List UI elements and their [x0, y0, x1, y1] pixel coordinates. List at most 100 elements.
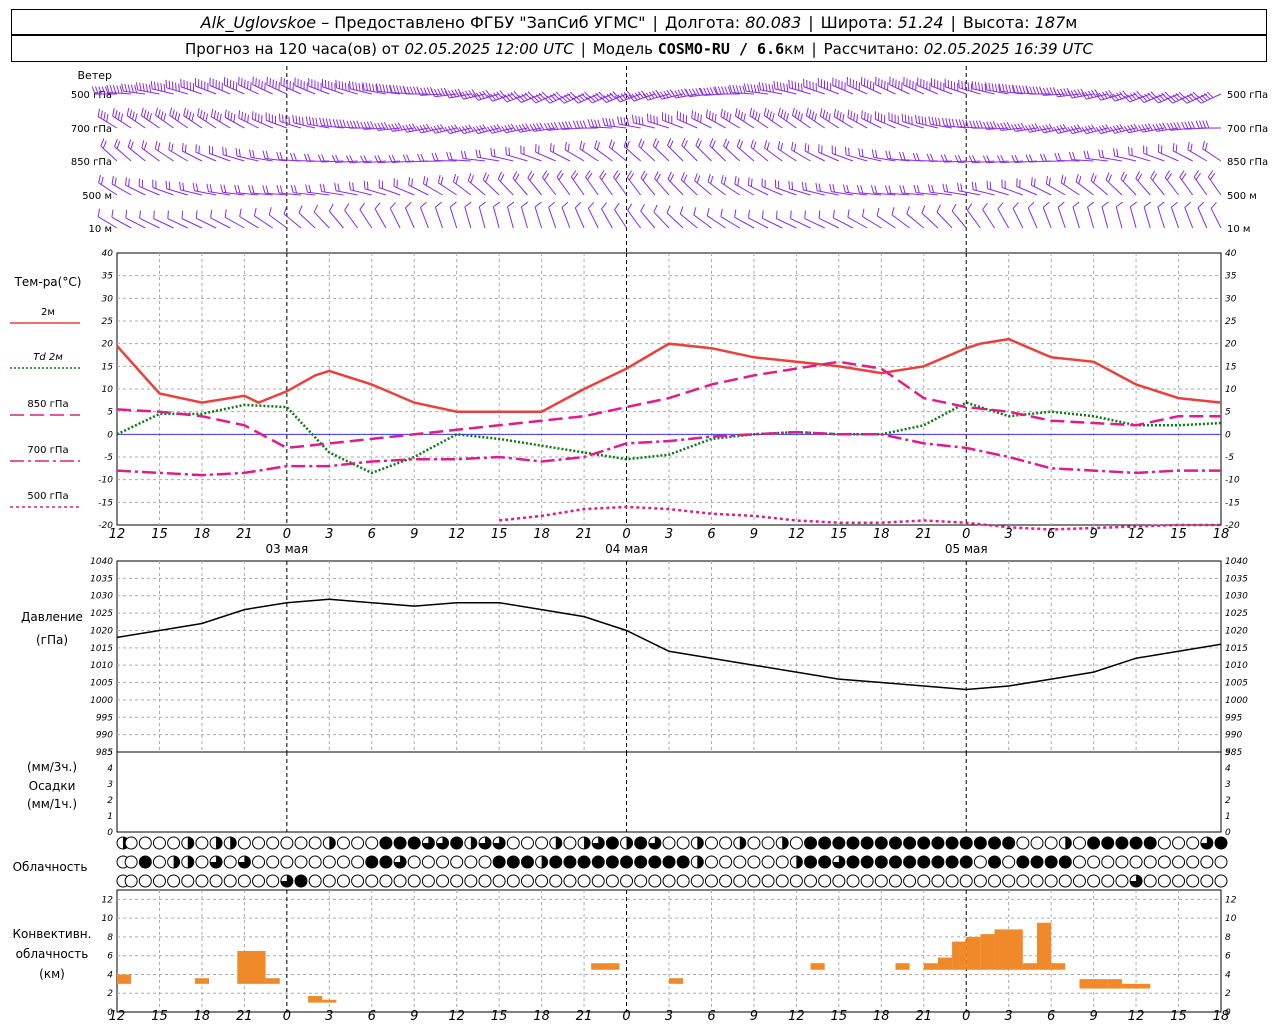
wind-barb-feather — [921, 205, 926, 214]
wind-barb — [152, 179, 174, 196]
wind-barb-staff — [944, 160, 967, 163]
precip-label: Осадки — [29, 779, 76, 793]
wind-barb — [404, 201, 415, 229]
wind-barb-feather — [361, 83, 364, 93]
wind-barb — [764, 140, 783, 162]
wind-barb-staff — [111, 183, 132, 196]
cloud-symbol — [1044, 836, 1058, 850]
wind-barb-staff — [1100, 127, 1123, 135]
wind-barb — [801, 181, 825, 196]
wind-barb-feather — [134, 113, 138, 122]
wind-barb — [915, 114, 939, 129]
wind-level-label-left: 850 гПа — [71, 157, 112, 168]
wind-barb-staff — [211, 116, 231, 129]
wind-barb-feather — [728, 113, 732, 122]
wind-barb-feather — [1200, 94, 1208, 101]
cloud-symbol — [591, 874, 605, 888]
cloud-symbol — [874, 836, 888, 850]
cloud-circle — [520, 836, 534, 850]
wind-barb-feather — [608, 139, 613, 148]
cloud-symbol — [492, 855, 506, 869]
wind-barb — [818, 144, 840, 162]
cloud-fill — [521, 856, 534, 868]
wind-barb — [308, 78, 330, 95]
wind-barb-feather — [1128, 146, 1130, 155]
wind-barb-staff — [349, 160, 372, 164]
wind-barb-feather — [726, 112, 729, 121]
cloud-fill — [1130, 875, 1143, 888]
wind-barb — [761, 178, 783, 196]
cloud-circle — [365, 836, 379, 850]
wind-barb — [490, 148, 514, 162]
wind-level-label-left: 500 гПа — [71, 90, 112, 101]
wind-barb-staff — [478, 206, 486, 229]
cloud-symbol — [464, 836, 478, 850]
wind-barb-staff — [435, 127, 457, 134]
wind-barb-feather — [814, 113, 817, 122]
wind-barb-feather — [160, 111, 164, 120]
wind-barb-staff — [406, 127, 429, 133]
wind-barb-feather — [349, 120, 354, 129]
wind-barb-feather — [394, 123, 400, 131]
wind-barb-feather — [1150, 170, 1156, 179]
wind-barb — [1011, 154, 1038, 164]
wind-barb — [982, 155, 1009, 164]
cloud-title: Облачность — [13, 860, 88, 874]
cloud-symbol — [733, 855, 747, 869]
wind-barb-feather — [1173, 122, 1178, 130]
wind-barb-feather — [901, 113, 904, 122]
wind-barb-feather — [332, 119, 337, 128]
cloud-symbol — [478, 855, 492, 869]
cloud-fill — [832, 837, 845, 849]
cloud-fill — [974, 837, 987, 849]
wind-barb-feather — [527, 91, 534, 98]
cloud-circle — [1200, 874, 1214, 888]
cloud-symbol — [988, 836, 1002, 850]
wind-barb — [1210, 202, 1222, 229]
cloud-fill — [563, 856, 576, 868]
wind-barb-feather — [1063, 88, 1068, 96]
wind-barb-feather — [1109, 126, 1116, 134]
wind-barb — [1128, 146, 1151, 162]
wind-barb-feather — [126, 107, 130, 116]
wind-barb-feather — [777, 140, 781, 149]
wind-barb — [876, 207, 896, 229]
cloud-symbol — [1030, 855, 1044, 869]
cloud-symbol — [917, 855, 931, 869]
wind-barb-feather — [839, 112, 842, 121]
wind-barb — [1157, 144, 1179, 162]
wind-barb-staff — [734, 183, 755, 196]
wind-barb — [906, 206, 925, 229]
cloud-circle — [789, 874, 803, 888]
cloud-circle — [1101, 874, 1115, 888]
cloud-circle — [1186, 855, 1200, 869]
cloud-circle — [719, 855, 733, 869]
cloud-symbol — [152, 836, 166, 850]
wind-barb-feather — [210, 209, 213, 218]
wind-barb-feather — [1045, 175, 1049, 185]
wind-barb — [344, 203, 359, 229]
cloud-circle — [351, 874, 365, 888]
wind-barb-staff — [112, 115, 132, 129]
wind-barb — [179, 181, 203, 196]
wind-barb-feather — [623, 138, 628, 147]
wind-barb-feather — [696, 175, 701, 184]
wind-barb-feather — [1138, 125, 1144, 133]
cloud-circle — [450, 855, 464, 869]
wind-barb — [360, 155, 386, 164]
wind-barb — [1024, 123, 1052, 133]
wind-barb-feather — [800, 113, 804, 122]
wind-barb-staff — [392, 127, 415, 132]
wind-barb-feather — [1133, 92, 1140, 99]
wind-barb-feather — [904, 114, 907, 123]
wind-barb-staff — [720, 216, 741, 229]
wind-barb-feather — [1028, 154, 1033, 163]
cloud-symbol — [634, 836, 648, 850]
cloud-symbol — [294, 855, 308, 869]
wind-barb-staff — [640, 177, 656, 196]
wind-barb-staff — [847, 116, 868, 129]
wind-barb-staff — [307, 123, 330, 129]
precip-ytick-left: 0 — [107, 828, 113, 838]
wind-barb — [707, 173, 726, 196]
wind-barb — [1012, 84, 1038, 95]
